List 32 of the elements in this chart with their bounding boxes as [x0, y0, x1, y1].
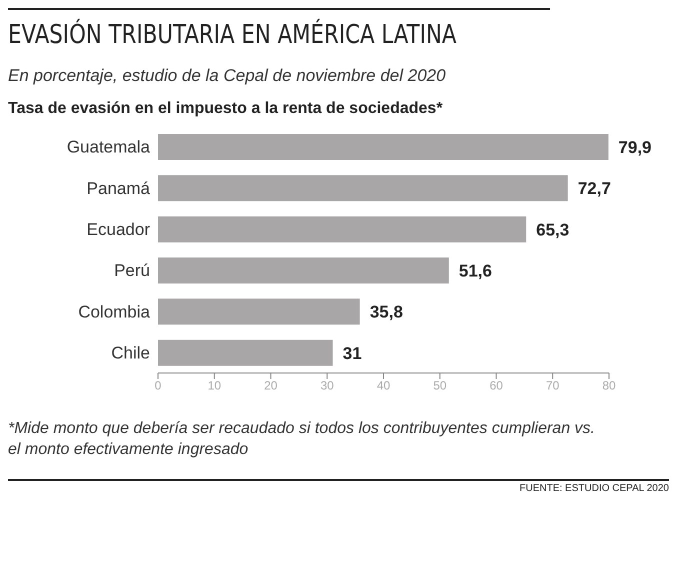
- x-tick-label: 60: [490, 378, 504, 393]
- x-tick-label: 70: [546, 378, 560, 393]
- bar: [158, 298, 360, 325]
- data-label: 31: [342, 344, 362, 363]
- x-tick-label: 30: [320, 378, 334, 393]
- x-tick-label: 10: [208, 378, 222, 393]
- x-tick-label: 0: [154, 378, 162, 393]
- y-tick-label: Panamá: [86, 178, 151, 198]
- x-tick-label: 50: [433, 378, 447, 393]
- y-tick-label: Ecuador: [86, 220, 150, 239]
- y-tick-label: Guatemala: [66, 138, 151, 157]
- bar: [158, 175, 568, 202]
- chart-title: EVASIÓN TRIBUTARIA EN AMÉRICA LATINA: [8, 8, 550, 50]
- data-label: 79,9: [618, 138, 652, 158]
- x-tick-label: 80: [602, 378, 616, 393]
- source-note: FUENTE: ESTUDIO CEPAL 2020: [8, 478, 669, 494]
- data-label: 72,7: [578, 179, 611, 198]
- y-tick-label: Chile: [111, 343, 150, 362]
- x-tick-label: 40: [376, 378, 390, 393]
- bar: [158, 258, 449, 284]
- chart-subtitle: En porcentaje, estudio de la Cepal de noviembre del 2020: [8, 66, 447, 86]
- y-tick-label: Perú: [114, 261, 150, 280]
- data-label: 65,3: [536, 220, 570, 240]
- text: Tasa de evasión en el impuesto a la renta de sociedades*: [8, 100, 444, 118]
- data-label: 35,8: [370, 302, 403, 322]
- bar: [158, 134, 608, 160]
- data-label: 51,6: [458, 262, 492, 281]
- bar: [158, 216, 526, 242]
- y-tick-label: Colombia: [78, 302, 151, 322]
- text: *Mide monto que debería ser recaudado si todos los contribuyentes cumplieran vs. el monto efectivamente ingresado: [8, 419, 596, 460]
- x-tick-label: 20: [264, 378, 278, 393]
- bar: [158, 340, 333, 366]
